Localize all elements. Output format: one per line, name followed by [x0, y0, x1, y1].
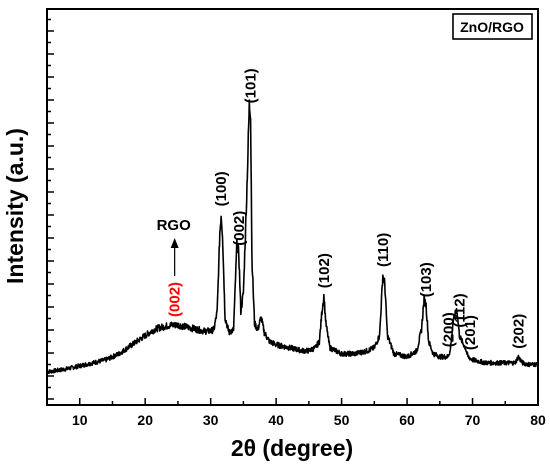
x-axis-title: 2θ (degree) — [231, 435, 353, 461]
x-tick-labels: 10 20 30 40 50 60 70 80 — [72, 412, 546, 428]
x-tick-label: 70 — [465, 412, 481, 428]
legend-label: ZnO/RGO — [460, 19, 524, 35]
peak-label: (102) — [316, 253, 333, 288]
x-tick-label: 60 — [399, 412, 415, 428]
plot-frame — [46, 8, 539, 406]
x-tick-label: 80 — [530, 412, 546, 428]
x-tick-label: 30 — [203, 412, 219, 428]
peak-label: (002) — [231, 211, 248, 246]
axis-ticks — [46, 18, 539, 405]
x-tick-label: 10 — [72, 412, 88, 428]
x-tick-label: 40 — [268, 412, 284, 428]
peak-label: (100) — [213, 171, 230, 206]
x-tick-label: 20 — [137, 412, 153, 428]
peak-label: (110) — [375, 233, 392, 267]
peak-label: (103) — [418, 262, 435, 297]
peak-label: (200) — [440, 312, 457, 347]
peak-label: (101) — [243, 68, 260, 103]
peak-label: (201) — [462, 315, 479, 350]
x-tick-label: 50 — [334, 412, 350, 428]
legend: ZnO/RGO — [452, 13, 533, 40]
peak-labels: (100)(002)(101)(102)(110)(103)(200)(112)… — [167, 68, 528, 350]
peak-label: (202) — [510, 314, 527, 349]
rgo-label: RGO — [157, 217, 192, 234]
peak-label: (002) — [167, 282, 184, 317]
series-line-zno-rgo — [46, 99, 539, 375]
peak-label: (112) — [451, 293, 468, 327]
y-axis-title: Intensity (a.u.) — [2, 128, 28, 284]
rgo-arrow — [170, 238, 179, 276]
